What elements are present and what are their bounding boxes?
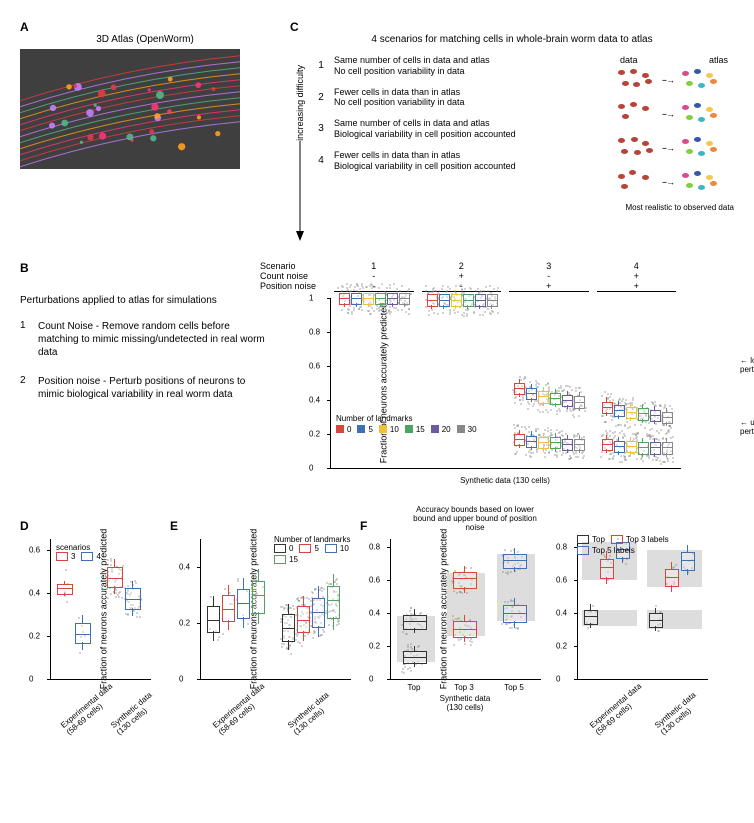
scenario-num: 2 [314,92,328,103]
perturb-num: 1 [20,320,38,359]
plotf-legend: TopTop 3 labelsTop 5 labels [577,535,708,557]
cells-data-header: data [620,55,638,65]
scenario-num: 1 [314,60,328,71]
scenario-num: 4 [314,155,328,166]
scenario-text: Fewer cells in data than in atlasBiologi… [328,150,569,172]
annot-upper-bound: ← upper bound noise perturbation [740,418,754,436]
scenario-text: Same number of cells in data and atlasNo… [328,55,569,77]
difficulty-arrow-icon [295,141,305,241]
panel-a-label: A [20,20,270,34]
panel-d-label: D [20,519,170,533]
scenario-text: Fewer cells in data than in atlasNo cell… [328,87,569,109]
scenario-text: Same number of cells in data and atlasBi… [328,118,569,140]
panel-c-label: C [290,20,734,34]
perturb-text: Position noise - Perturb positions of ne… [38,375,270,401]
plotc-xlabel: Synthetic data (130 cells) [460,476,550,485]
panel-e-label: E [170,519,360,533]
scenario-num: 3 [314,123,328,134]
plotfl-xlabel: Synthetic data(130 cells) [440,695,491,713]
bracket-note: Accuracy bounds based on lower bound and… [410,505,540,532]
perturb-num: 2 [20,375,38,401]
panel-b-title: Perturbations applied to atlas for simul… [20,295,270,306]
difficulty-label: increasing difficulty [295,65,305,141]
atlas-3d-placeholder [20,49,240,169]
panel-b-label: B [20,261,270,275]
cells-atlas-header: atlas [709,55,728,65]
plote-legend: Number of landmarks051015 [274,535,360,566]
panel-c-title: 4 scenarios for matching cells in whole-… [290,34,734,45]
plotc-legend: Number of landmarks0510152030 [336,414,483,436]
plotd-legend: scenarios34 [56,543,107,563]
annot-lower-bound: ← lower bound noise perturbation [740,356,754,374]
panel-a-title: 3D Atlas (OpenWorm) [20,34,270,45]
plotc-ylabel: Fraction of neurons accurately predicted [378,303,388,464]
perturb-text: Count Noise - Remove random cells before… [38,320,270,359]
realistic-note: Most realistic to observed data [614,203,734,212]
